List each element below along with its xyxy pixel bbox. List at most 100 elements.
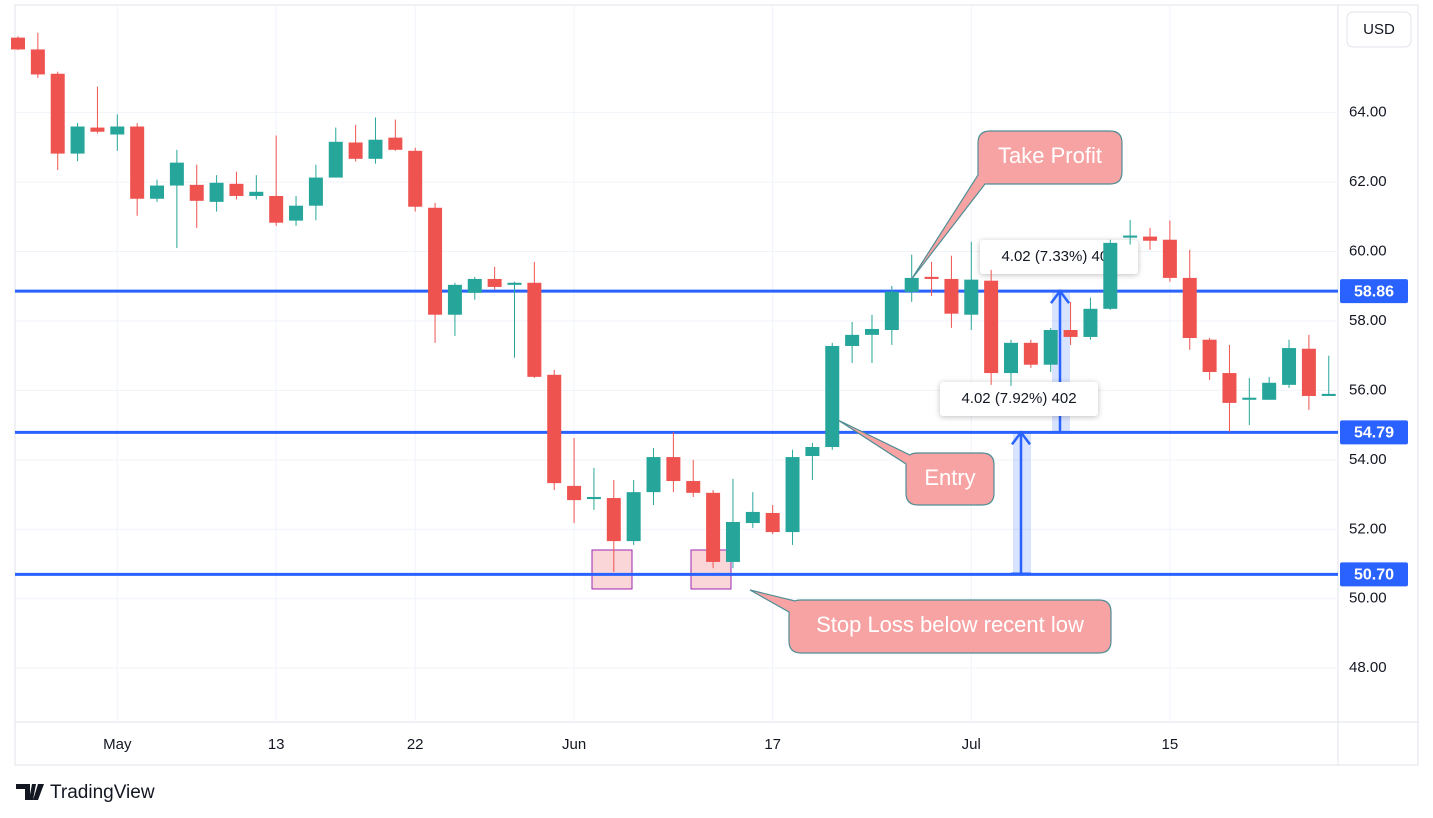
candle-body [1043,329,1058,365]
candle-body [388,137,403,150]
measure-label: 4.02 (7.92%) 402 [961,390,1076,407]
measure-label-box [980,240,1138,274]
candle-body [1182,277,1197,338]
candle-body [50,73,65,154]
y-tick-label: 52.00 [1349,520,1387,537]
candle-body [308,177,323,206]
y-tick-label: 62.00 [1349,173,1387,190]
x-tick-label: 15 [1162,736,1179,753]
candle-body [964,279,979,315]
candle-body [944,278,959,314]
level-tag [1340,420,1408,445]
candle-body [1103,242,1118,309]
candle-body [626,492,641,542]
candle-body [70,126,85,154]
candle-body [805,447,820,457]
candle-body [1262,382,1277,400]
candle-body [864,328,879,335]
candle-body [1162,239,1177,278]
candle-body [408,150,423,207]
candle-body [348,142,363,159]
candle-body [845,334,860,346]
candle-body [924,276,939,279]
currency-button[interactable] [1346,11,1412,48]
candle-body [229,183,244,196]
candle-body [30,49,45,75]
x-tick-label: 17 [764,736,781,753]
y-tick-label: 48.00 [1349,659,1387,676]
level-tag-label: 50.70 [1354,567,1394,584]
candle-body [289,205,304,221]
x-tick-label: 13 [268,736,285,753]
candle-body [209,182,224,202]
candle-body [1063,329,1078,337]
candle-body [328,141,343,178]
candle-body [706,492,721,562]
y-tick-label: 60.00 [1349,242,1387,259]
measure-label-box [940,382,1098,416]
candle-body [90,127,105,132]
candle-body [110,126,125,135]
candle-body [249,191,264,196]
candle-body [586,497,601,500]
plot: 48.00 50.00 52.00 54.00 56.00 58.00 60.00 62.00… [11,5,1387,753]
candle-body [189,184,204,201]
candle-body [785,457,800,533]
x-tick-label: May [103,736,132,753]
candle-body [130,126,145,199]
candle-body [1321,393,1336,396]
candle-body [1242,397,1257,400]
callout-text: Entry [924,465,975,490]
candle-body [666,457,681,482]
candle-body [1301,348,1316,396]
candle-body [984,280,999,374]
x-tick-label: 22 [407,736,424,753]
candle-body [825,345,840,448]
low-highlight [591,549,633,590]
candle-body [1222,373,1237,403]
level-tag [1340,562,1408,587]
candle-body [269,195,284,223]
candle-body [725,522,740,562]
candle-body [884,291,899,330]
candle-body [1282,348,1297,385]
candle-body [1123,235,1138,238]
y-tick-label: 50.00 [1349,590,1387,607]
brand-logo [16,784,44,800]
candle-body [606,498,621,542]
y-tick-label: 64.00 [1349,104,1387,121]
candle-body [904,277,919,292]
candle-body [1004,342,1018,374]
candle-body [487,278,502,287]
candle-body [150,185,165,199]
candle-body [467,278,482,293]
candle-body [527,282,542,377]
candle-body [567,485,582,501]
brand-name: TradingView [50,782,155,803]
candle-body [1202,339,1217,373]
candle-body [447,284,462,315]
candle-body [646,457,661,493]
candle-body [368,139,383,159]
candle-body [686,481,701,493]
candle-body [765,512,780,533]
take-profit-callout [910,130,1123,281]
candle-body [1143,236,1158,241]
frame [14,4,1419,766]
candle-body [169,162,184,186]
y-tick-label: 58.00 [1349,312,1387,329]
candle-body [1023,342,1038,365]
measure-label: 4.02 (7.33%) 402 [1001,248,1116,265]
callouts: Take Profit Entry Stop Loss below recent… [749,130,1123,654]
candle-body [547,374,562,484]
x-tick-label: Jun [562,736,586,753]
currency-label[interactable]: USD [1363,21,1395,38]
y-tick-label: 56.00 [1349,381,1387,398]
entry-callout [837,419,995,506]
candle-body [1083,308,1098,337]
candle-body [11,37,25,50]
level-tag-label: 58.86 [1354,283,1394,300]
level-tag [1340,279,1408,304]
callout-text: Take Profit [998,143,1102,168]
